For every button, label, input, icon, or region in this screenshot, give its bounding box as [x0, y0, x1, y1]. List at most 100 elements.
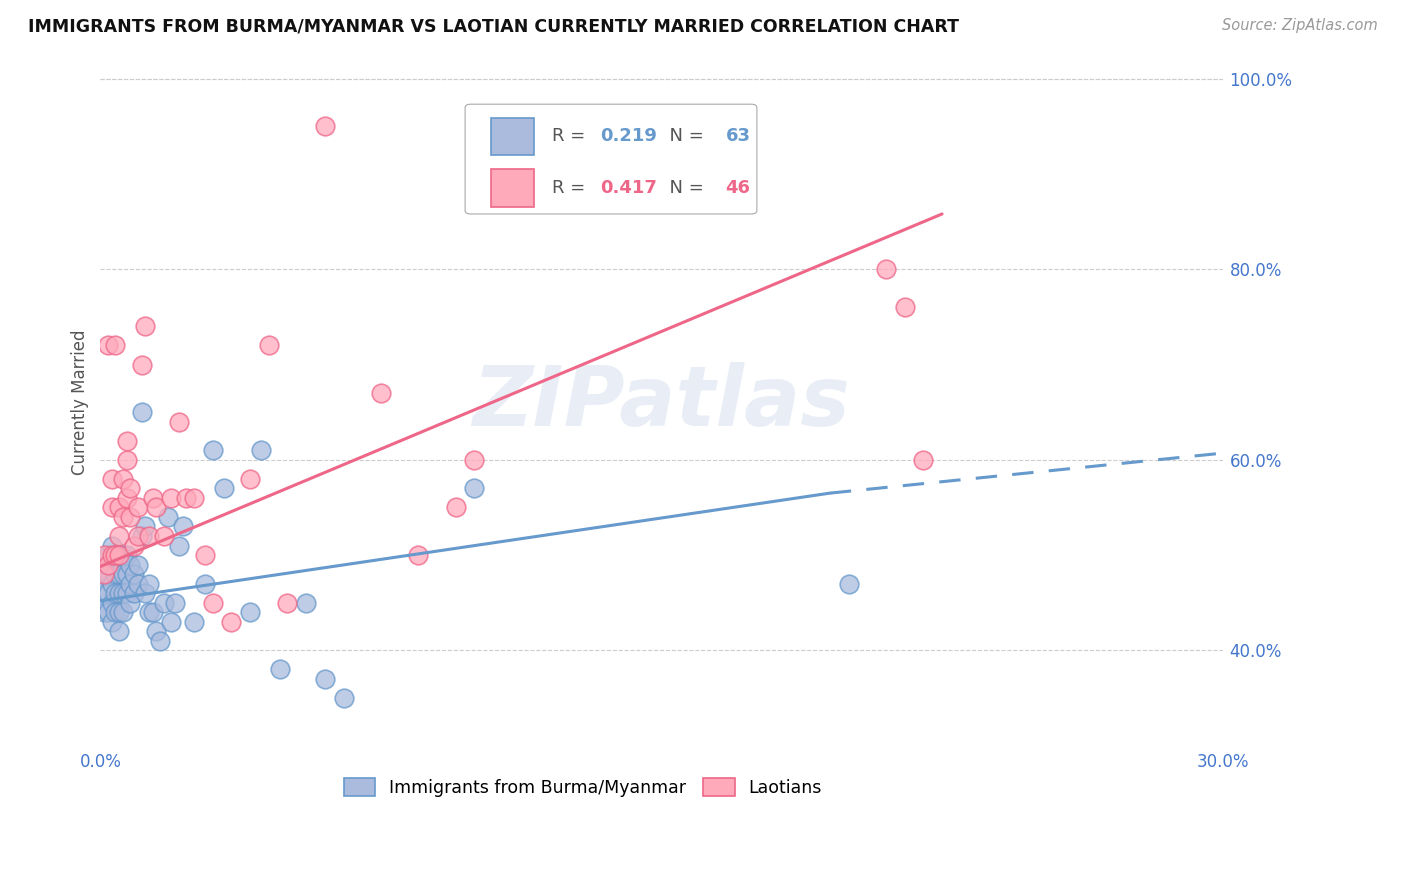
Text: N =: N = — [658, 179, 710, 197]
Point — [127, 500, 149, 515]
Point — [257, 338, 280, 352]
Point — [120, 576, 142, 591]
Point — [145, 624, 167, 639]
Point — [276, 596, 298, 610]
Point — [370, 386, 392, 401]
Point — [111, 510, 134, 524]
Point — [172, 519, 194, 533]
Point — [444, 500, 467, 515]
Point — [160, 491, 183, 505]
Point — [314, 672, 336, 686]
Point — [138, 529, 160, 543]
Point — [115, 586, 138, 600]
Point — [183, 615, 205, 629]
Point — [115, 452, 138, 467]
Point — [100, 548, 122, 562]
Text: Source: ZipAtlas.com: Source: ZipAtlas.com — [1222, 18, 1378, 33]
Point — [115, 548, 138, 562]
Text: N =: N = — [658, 128, 710, 145]
Point — [250, 443, 273, 458]
Point — [165, 596, 187, 610]
Point — [269, 662, 291, 676]
Point — [134, 586, 156, 600]
Text: 0.417: 0.417 — [600, 179, 657, 197]
Point — [97, 586, 120, 600]
Point — [194, 576, 217, 591]
Point — [194, 548, 217, 562]
Point — [145, 500, 167, 515]
Point — [201, 596, 224, 610]
Legend: Immigrants from Burma/Myanmar, Laotians: Immigrants from Burma/Myanmar, Laotians — [335, 770, 831, 805]
Point — [120, 596, 142, 610]
Point — [93, 558, 115, 572]
Point — [108, 567, 131, 582]
Point — [111, 586, 134, 600]
Text: 0.219: 0.219 — [600, 128, 657, 145]
Point — [122, 586, 145, 600]
Text: 63: 63 — [725, 128, 751, 145]
Point — [295, 596, 318, 610]
Text: R =: R = — [551, 179, 591, 197]
Point — [97, 548, 120, 562]
Point — [239, 472, 262, 486]
FancyBboxPatch shape — [491, 169, 533, 207]
Point — [156, 510, 179, 524]
FancyBboxPatch shape — [491, 118, 533, 155]
Point — [153, 529, 176, 543]
Point — [108, 548, 131, 562]
Point — [127, 558, 149, 572]
Point — [104, 567, 127, 582]
Point — [838, 576, 860, 591]
Point — [463, 452, 485, 467]
Point — [104, 338, 127, 352]
Point — [111, 472, 134, 486]
Point — [201, 443, 224, 458]
Point — [134, 519, 156, 533]
Point — [108, 605, 131, 619]
Point — [93, 586, 115, 600]
Point — [127, 576, 149, 591]
Point — [120, 558, 142, 572]
Point — [134, 319, 156, 334]
Point — [108, 529, 131, 543]
Point — [138, 576, 160, 591]
Point — [127, 529, 149, 543]
Point — [138, 605, 160, 619]
Point — [153, 596, 176, 610]
Point — [93, 567, 115, 582]
Point — [115, 491, 138, 505]
Point — [111, 605, 134, 619]
Point — [131, 405, 153, 419]
Text: ZIPatlas: ZIPatlas — [472, 362, 851, 443]
Point — [463, 482, 485, 496]
Point — [111, 567, 134, 582]
Point — [167, 415, 190, 429]
Point — [131, 358, 153, 372]
Point — [183, 491, 205, 505]
Text: R =: R = — [551, 128, 591, 145]
Point — [100, 500, 122, 515]
Point — [893, 301, 915, 315]
Point — [219, 615, 242, 629]
Point — [100, 596, 122, 610]
Point — [97, 567, 120, 582]
Point — [97, 338, 120, 352]
Point — [100, 576, 122, 591]
Text: IMMIGRANTS FROM BURMA/MYANMAR VS LAOTIAN CURRENTLY MARRIED CORRELATION CHART: IMMIGRANTS FROM BURMA/MYANMAR VS LAOTIAN… — [28, 18, 959, 36]
Point — [149, 633, 172, 648]
Point — [115, 567, 138, 582]
Point — [131, 529, 153, 543]
Point — [93, 548, 115, 562]
Point — [108, 624, 131, 639]
Point — [104, 586, 127, 600]
Point — [100, 558, 122, 572]
Point — [408, 548, 430, 562]
Point — [108, 500, 131, 515]
Point — [120, 510, 142, 524]
Point — [160, 615, 183, 629]
Point — [142, 491, 165, 505]
FancyBboxPatch shape — [465, 104, 756, 214]
Point — [100, 539, 122, 553]
Point — [912, 452, 935, 467]
Point — [122, 567, 145, 582]
